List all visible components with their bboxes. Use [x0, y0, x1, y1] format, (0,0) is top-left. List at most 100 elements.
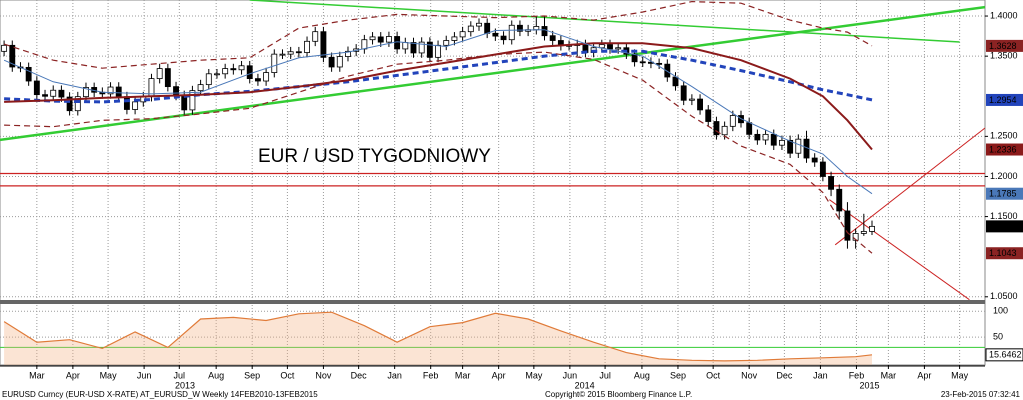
value-tag-label: 1.1378 — [989, 221, 1017, 231]
candle-body — [680, 85, 687, 101]
y-tick-label: 1.4000 — [990, 10, 1018, 20]
candle-body — [746, 122, 753, 135]
value-tag-label: 1.1785 — [989, 189, 1017, 199]
value-tag — [986, 247, 1023, 260]
candle-body — [688, 98, 695, 101]
oscillator-area — [4, 312, 873, 365]
y-tick-label: 1.3500 — [990, 51, 1018, 61]
candle-body — [132, 101, 139, 110]
candle-body — [173, 86, 179, 96]
candle-body — [819, 161, 826, 177]
candle-body — [42, 94, 48, 97]
footer-center: Copyright© 2015 Bloomberg Finance L.P. — [545, 390, 692, 399]
x-tick-label: Dec — [776, 370, 793, 380]
candle-body — [271, 53, 278, 73]
chart-title: EUR / USD TYGODNIOWY — [258, 146, 491, 167]
candle-body — [828, 176, 835, 190]
x-tick-label: Jun — [563, 370, 578, 380]
candle-body — [377, 36, 384, 43]
x-tick-label: Aug — [208, 370, 224, 380]
candle-body — [1, 44, 8, 52]
candle-body — [115, 86, 122, 98]
candle-body — [246, 65, 253, 80]
candle-body — [713, 121, 720, 136]
indicator-line — [4, 49, 873, 104]
candle-body — [9, 44, 16, 68]
candle-body — [639, 61, 646, 64]
x-tick-label: Sep — [244, 370, 260, 380]
candle-body — [328, 56, 335, 68]
candle-body — [410, 42, 417, 54]
candle-body — [304, 40, 310, 53]
candle-body — [770, 133, 777, 146]
x-tick-label: Feb — [423, 370, 439, 380]
candle-body — [25, 66, 32, 82]
x-tick-label: Mar — [29, 370, 45, 380]
candle-body — [729, 115, 736, 127]
x-tick-label: May — [525, 370, 543, 380]
candle-body — [164, 68, 171, 88]
x-tick-label: May — [951, 370, 969, 380]
candle-body — [492, 32, 499, 37]
candle-body — [369, 36, 376, 41]
candle-body — [66, 96, 73, 112]
year-label: 2014 — [575, 380, 595, 390]
candle-body — [197, 84, 204, 92]
candle-body — [58, 89, 65, 98]
candle-body — [705, 109, 712, 122]
candle-body — [33, 80, 40, 96]
x-tick-label: Oct — [280, 370, 295, 380]
value-tag-label: 1.3628 — [989, 41, 1017, 51]
indicator-line — [3, 29, 873, 195]
candle-body — [598, 44, 605, 49]
candle-body — [860, 231, 867, 234]
x-tick-label: Apr — [917, 370, 931, 380]
candle-body — [336, 56, 343, 68]
x-tick-label: Nov — [741, 370, 758, 380]
x-tick-label: Nov — [315, 370, 332, 380]
candle-body — [508, 24, 515, 41]
candle-body — [426, 41, 433, 58]
candle-body — [254, 78, 261, 82]
value-tag — [986, 93, 1023, 106]
main-panel — [0, 0, 985, 300]
candle-body — [754, 133, 761, 141]
candle-body — [787, 139, 794, 154]
x-tick-label: Oct — [706, 370, 721, 380]
candle-body — [230, 68, 237, 71]
candle-body — [402, 42, 409, 50]
indicator-line — [4, 42, 873, 151]
candle-body — [394, 36, 401, 50]
candle-body — [435, 44, 441, 58]
candle-body — [779, 139, 785, 146]
candle-body — [484, 22, 491, 34]
candle-body — [189, 90, 196, 111]
x-tick-label: Jul — [174, 370, 186, 380]
oscillator-line — [3, 311, 873, 362]
x-tick-label: Jul — [599, 370, 611, 380]
value-tag — [986, 220, 1023, 233]
candle-body — [107, 86, 114, 95]
candle-body — [836, 188, 843, 212]
candle-body — [615, 47, 622, 50]
indicator-line — [4, 51, 873, 254]
x-tick-label: Jan — [813, 370, 828, 380]
x-tick-label: Jun — [137, 370, 152, 380]
candle-body — [345, 50, 351, 57]
candle-body — [721, 125, 728, 136]
candle-body — [214, 73, 220, 76]
y-tick-label: 1.2000 — [990, 171, 1018, 181]
value-tag — [986, 143, 1023, 156]
candle-body — [516, 24, 523, 32]
candle-body — [795, 138, 802, 154]
candle-body — [500, 35, 507, 41]
x-tick-label: Mar — [881, 370, 897, 380]
value-tag-label: 15.6462 — [989, 350, 1022, 360]
value-tag-label: 1.2336 — [989, 144, 1017, 154]
trendline — [249, 0, 960, 43]
candle-body — [656, 62, 663, 65]
footer-left: EURUSD Curncy (EUR-USD X-RATE) AT_EURUSD… — [2, 390, 318, 399]
x-tick-label: Apr — [492, 370, 506, 380]
year-label: 2015 — [860, 380, 880, 390]
